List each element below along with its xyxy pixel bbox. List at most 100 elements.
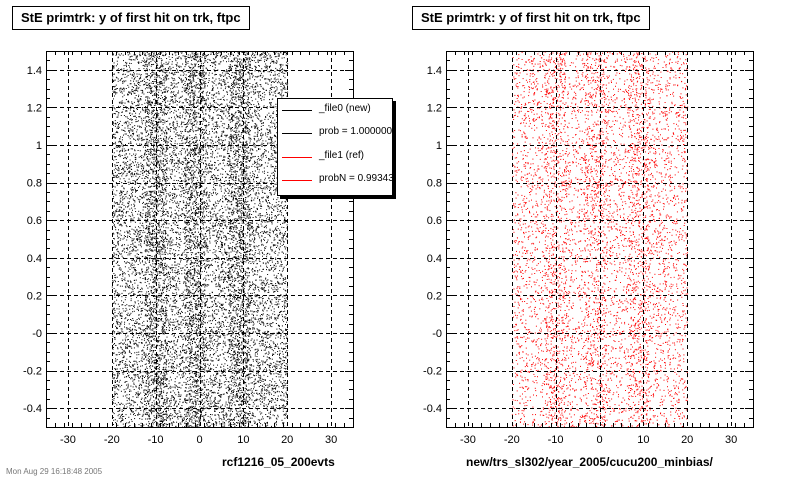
scatter-point [174,195,175,197]
scatter-point [274,253,276,254]
scatter-point [283,222,285,224]
scatter-point [205,207,207,209]
scatter-point [134,274,136,276]
scatter-point [194,57,196,59]
scatter-point [267,375,269,377]
scatter-point [196,96,198,98]
scatter-point [212,116,214,118]
scatter-point [204,160,206,162]
scatter-point [129,226,130,227]
scatter-point [121,278,123,280]
scatter-point [161,241,163,242]
scatter-point [209,110,211,112]
scatter-point [134,156,136,158]
scatter-point [235,158,237,160]
scatter-point [232,85,234,87]
scatter-point [239,65,241,67]
scatter-point [132,380,134,382]
scatter-point [157,325,159,326]
scatter-point [201,347,202,349]
scatter-point [183,107,185,109]
scatter-point [225,374,226,376]
scatter-point [159,242,161,244]
scatter-point [161,149,163,151]
scatter-point [154,339,156,341]
scatter-point [142,382,144,384]
scatter-point [207,251,209,253]
scatter-point [233,240,235,241]
scatter-point [282,95,284,97]
scatter-point [221,146,223,148]
scatter-point [197,240,199,242]
scatter-point [117,415,119,417]
scatter-point [254,296,256,298]
scatter-point [232,191,233,193]
scatter-point [201,146,203,148]
scatter-point [136,354,138,356]
scatter-point [154,178,156,180]
scatter-point [160,421,162,422]
scatter-point [173,82,175,84]
scatter-point [233,296,235,298]
scatter-point [229,115,231,117]
scatter-point [236,202,238,204]
scatter-point [286,297,288,299]
scatter-point [174,200,176,202]
scatter-point [228,330,230,332]
scatter-point [150,194,152,196]
scatter-point [231,390,233,392]
scatter-point [274,150,276,151]
scatter-point [134,155,136,156]
scatter-point [241,64,243,66]
scatter-point [212,117,214,119]
scatter-point [134,221,136,223]
scatter-point [245,176,247,178]
scatter-point [275,334,277,336]
scatter-point [285,356,286,358]
scatter-point [185,74,187,76]
scatter-point [145,389,147,391]
scatter-point [146,96,148,98]
scatter-point [201,175,203,177]
scatter-point [228,396,230,398]
scatter-point [234,344,236,346]
scatter-point [240,295,242,297]
scatter-point [223,353,225,355]
scatter-point [156,174,158,176]
scatter-point [246,354,248,356]
scatter-point [191,315,193,317]
scatter-point [242,85,243,87]
scatter-point [218,358,220,360]
scatter-point [208,381,210,383]
scatter-point [234,293,236,295]
scatter-point [249,239,251,241]
scatter-point [277,291,279,292]
scatter-point [252,173,254,175]
scatter-point [118,413,120,415]
scatter-point [232,296,234,297]
scatter-point [194,85,196,87]
scatter-point [251,148,253,150]
scatter-point [147,229,149,231]
scatter-point [165,190,167,192]
scatter-point [197,112,199,114]
scatter-point [246,235,248,237]
scatter-point [148,140,150,142]
scatter-point [236,171,238,173]
scatter-point [114,309,116,311]
scatter-point [158,113,160,115]
scatter-point [233,131,235,132]
scatter-point [282,387,284,389]
scatter-point [170,359,172,361]
scatter-point [167,148,169,150]
scatter-point [186,243,188,245]
scatter-point [229,141,231,143]
scatter-point [158,404,160,406]
scatter-point [172,169,174,171]
scatter-point [191,85,192,87]
scatter-point [137,88,139,90]
scatter-point [178,395,180,397]
scatter-point [136,89,138,91]
scatter-point [150,350,152,352]
scatter-point [243,371,245,373]
